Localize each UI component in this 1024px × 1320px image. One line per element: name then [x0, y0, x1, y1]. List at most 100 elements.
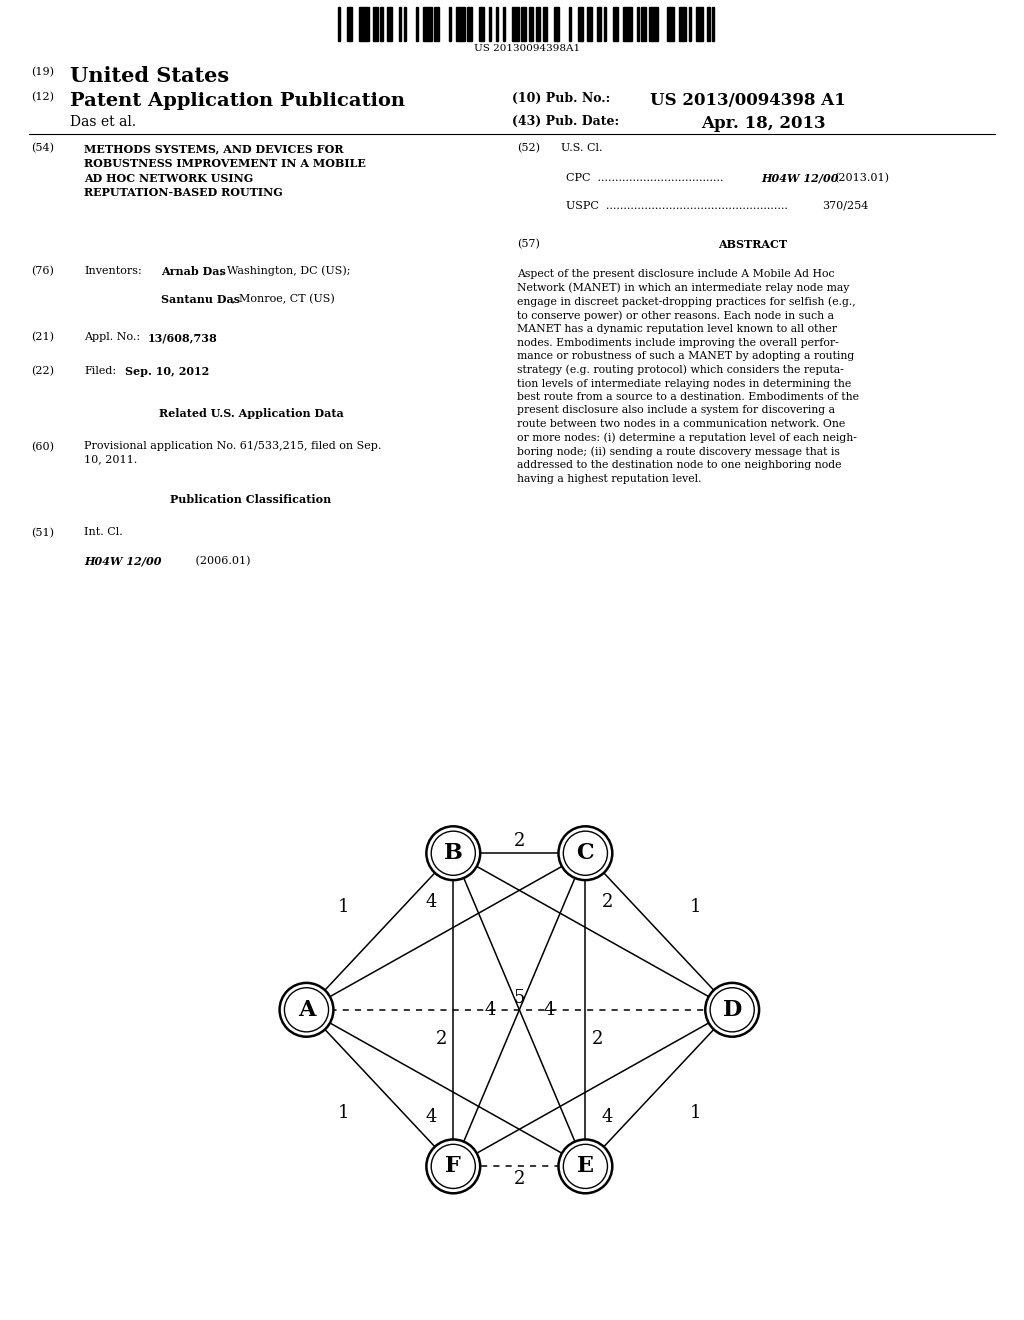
Text: METHODS SYSTEMS, AND DEVICES FOR
ROBUSTNESS IMPROVEMENT IN A MOBILE
AD HOC NETWO: METHODS SYSTEMS, AND DEVICES FOR ROBUSTN… [84, 144, 366, 198]
Circle shape [426, 1139, 480, 1193]
Text: Apr. 18, 2013: Apr. 18, 2013 [701, 115, 826, 132]
Bar [543, 7, 548, 41]
Text: F: F [445, 1155, 461, 1177]
Text: H04W 12/00: H04W 12/00 [84, 556, 162, 566]
Text: USPC  ....................................................: USPC ...................................… [566, 201, 788, 211]
Text: C: C [577, 842, 594, 865]
Bar [496, 7, 498, 41]
Bar [679, 7, 686, 41]
Text: (2013.01): (2013.01) [835, 173, 890, 183]
Bar [637, 7, 639, 41]
Text: 1: 1 [338, 898, 349, 916]
Bar [695, 7, 702, 41]
Text: (57): (57) [517, 239, 540, 249]
Circle shape [431, 1144, 475, 1188]
Circle shape [280, 983, 334, 1036]
Text: Aspect of the present disclosure include A Mobile Ad Hoc
Network (MANET) in whic: Aspect of the present disclosure include… [517, 269, 859, 484]
Bar [668, 7, 675, 41]
Text: (19): (19) [31, 66, 53, 77]
Text: US 20130094398A1: US 20130094398A1 [474, 44, 581, 53]
Circle shape [426, 826, 480, 880]
Text: A: A [298, 999, 315, 1020]
Text: 2: 2 [514, 1170, 525, 1188]
Bar [708, 7, 710, 41]
Text: 2: 2 [592, 1030, 603, 1048]
Circle shape [285, 987, 329, 1032]
Circle shape [710, 987, 755, 1032]
Text: 4: 4 [426, 1109, 437, 1126]
Bar [578, 7, 583, 41]
Text: Filed:: Filed: [84, 366, 116, 376]
Circle shape [706, 983, 759, 1036]
Bar [423, 7, 432, 41]
Text: (21): (21) [31, 333, 53, 343]
Bar [528, 7, 534, 41]
Text: 1: 1 [690, 1104, 701, 1122]
Bar [521, 7, 526, 41]
Text: (12): (12) [31, 92, 53, 103]
Circle shape [563, 1144, 607, 1188]
Text: 4: 4 [484, 1001, 496, 1019]
Bar [536, 7, 541, 41]
Bar [588, 7, 592, 41]
Text: 4: 4 [602, 1109, 613, 1126]
Text: Int. Cl.: Int. Cl. [84, 528, 123, 537]
Text: Patent Application Publication: Patent Application Publication [70, 92, 404, 111]
Text: Sep. 10, 2012: Sep. 10, 2012 [125, 366, 209, 378]
Text: (51): (51) [31, 528, 53, 537]
Circle shape [563, 832, 607, 875]
Text: , Monroe, CT (US): , Monroe, CT (US) [232, 294, 335, 304]
Text: (2006.01): (2006.01) [171, 556, 251, 566]
Text: Arnab Das: Arnab Das [161, 265, 225, 277]
Bar [387, 7, 392, 41]
Text: (54): (54) [31, 144, 53, 153]
Circle shape [558, 826, 612, 880]
Bar [359, 7, 369, 41]
Circle shape [558, 1139, 612, 1193]
Text: 2: 2 [435, 1030, 446, 1048]
Text: U.S. Cl.: U.S. Cl. [561, 144, 603, 153]
Bar [449, 7, 451, 41]
Text: Provisional application No. 61/533,215, filed on Sep.
10, 2011.: Provisional application No. 61/533,215, … [84, 441, 381, 465]
Bar [403, 7, 407, 41]
Bar [597, 7, 601, 41]
Text: Appl. No.:: Appl. No.: [84, 333, 140, 342]
Text: (10) Pub. No.:: (10) Pub. No.: [512, 92, 610, 106]
Circle shape [431, 832, 475, 875]
Text: 4: 4 [426, 894, 437, 911]
Bar [613, 7, 617, 41]
Text: B: B [443, 842, 463, 865]
Text: E: E [577, 1155, 594, 1177]
Text: Santanu Das: Santanu Das [161, 294, 240, 305]
Text: (76): (76) [31, 265, 53, 276]
Bar [488, 7, 490, 41]
Bar [554, 7, 559, 41]
Text: United States: United States [70, 66, 228, 87]
Bar [456, 7, 465, 41]
Bar [416, 7, 418, 41]
Text: Das et al.: Das et al. [70, 115, 136, 129]
Text: 13/608,738: 13/608,738 [147, 333, 217, 343]
Bar [347, 7, 352, 41]
Text: 2: 2 [514, 832, 525, 850]
Bar [380, 7, 383, 41]
Bar [467, 7, 472, 41]
Text: 5: 5 [514, 989, 525, 1007]
Bar [503, 7, 505, 41]
Text: (52): (52) [517, 144, 540, 153]
Text: 1: 1 [690, 898, 701, 916]
Bar [688, 7, 691, 41]
Text: CPC  ....................................: CPC .................................... [566, 173, 724, 182]
Text: (22): (22) [31, 366, 53, 376]
Text: US 2013/0094398 A1: US 2013/0094398 A1 [650, 92, 846, 110]
Bar [512, 7, 519, 41]
Text: (43) Pub. Date:: (43) Pub. Date: [512, 115, 620, 128]
Bar [641, 7, 646, 41]
Bar [434, 7, 439, 41]
Bar [648, 7, 658, 41]
Bar [373, 7, 378, 41]
Text: 370/254: 370/254 [822, 201, 868, 211]
Bar [623, 7, 632, 41]
Bar [479, 7, 483, 41]
Text: , Washington, DC (US);: , Washington, DC (US); [220, 265, 350, 276]
